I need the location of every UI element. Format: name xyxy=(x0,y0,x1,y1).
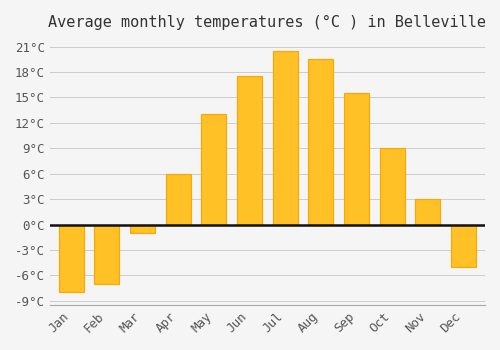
Bar xyxy=(94,225,120,284)
Title: Average monthly temperatures (°C ) in Belleville: Average monthly temperatures (°C ) in Be… xyxy=(48,15,486,30)
Bar xyxy=(166,174,190,225)
Bar xyxy=(451,225,476,267)
Bar xyxy=(130,225,155,233)
Bar xyxy=(59,225,84,292)
Bar xyxy=(273,51,297,225)
Bar xyxy=(308,59,334,225)
Bar xyxy=(344,93,369,225)
Bar xyxy=(237,76,262,225)
Bar xyxy=(416,199,440,225)
Bar xyxy=(202,114,226,225)
Bar xyxy=(380,148,404,225)
